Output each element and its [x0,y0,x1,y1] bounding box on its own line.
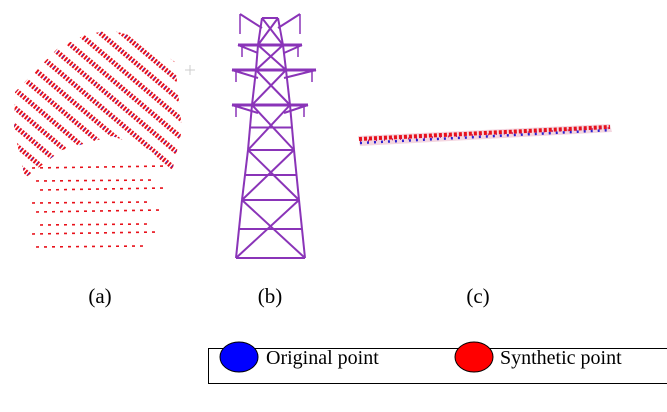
cloud-stroke [278,14,300,28]
legend-swatch [455,342,493,372]
legend-label: Original point [266,347,379,369]
cloud-stroke [256,70,290,105]
cloud-stroke [32,202,152,203]
cloud-stroke [256,45,283,70]
legend: Original point Synthetic point [209,342,667,384]
cloud-stroke [36,180,156,181]
panel-label: (c) [466,284,489,308]
cloud-stroke [252,70,256,105]
building-cloud [10,25,195,247]
wire-cloud [358,124,612,146]
figure: (a) (b) (c) Original point Synthetic poi… [0,0,667,412]
cloud-stroke [256,45,258,70]
legend-label: Synthetic point [500,347,622,369]
cloud-stroke [258,45,286,70]
cloud-stroke [36,246,144,247]
cloud-stroke [32,232,156,234]
cloud-stroke [40,224,148,225]
panel-label: (a) [88,284,111,308]
cloud-stroke [286,70,290,105]
tower-cloud [232,14,316,258]
cloud-stroke [283,45,286,70]
cloud-stroke [32,166,168,168]
cloud-stroke [40,188,164,190]
panel-label: (b) [258,284,283,308]
legend-swatch [220,342,258,372]
cloud-stroke [240,14,262,28]
cloud-stroke [252,70,286,105]
cloud-stroke [36,210,160,212]
